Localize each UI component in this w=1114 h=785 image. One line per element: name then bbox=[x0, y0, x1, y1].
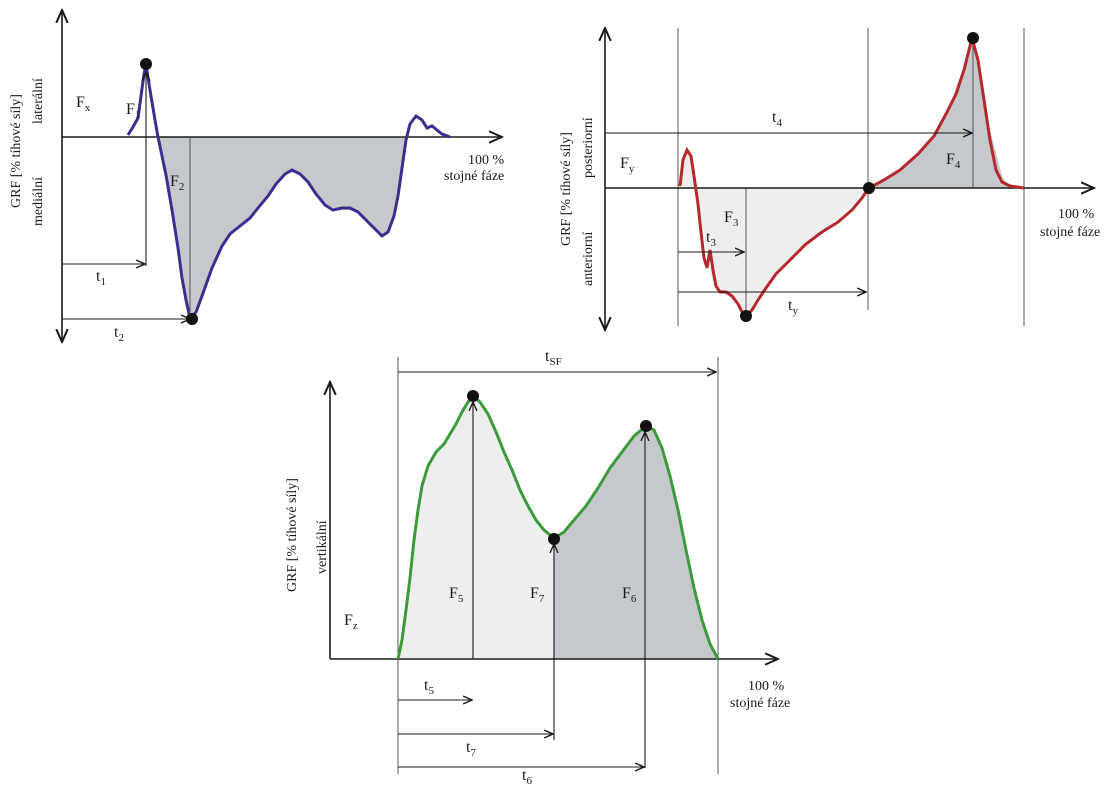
panel-y-t4-label: t4 bbox=[772, 109, 782, 129]
panel-x-shaded-area bbox=[158, 137, 405, 318]
panel-y-ty-label: ty bbox=[788, 297, 798, 317]
panel-z-unit-line1: 100 % bbox=[748, 679, 785, 694]
panel-x-peak-dot bbox=[140, 58, 152, 70]
panel-y-unit-line1: 100 % bbox=[1058, 207, 1095, 222]
panel-z-ylabel: GRF [% tíhové síly] bbox=[285, 478, 300, 592]
panel-y-shaded-area bbox=[869, 38, 1010, 188]
panel-y-f4-label: F4 bbox=[946, 151, 961, 171]
panel-x-t2-label: t2 bbox=[114, 324, 124, 344]
panel-y-dir-lower: anteriorní bbox=[581, 231, 596, 286]
panel-z-peak1-dot bbox=[467, 390, 479, 402]
panel-z-f6-label: F6 bbox=[622, 585, 637, 605]
panel-z-force-label: Fz bbox=[344, 612, 358, 632]
panel-z-f7-label: F7 bbox=[530, 585, 545, 605]
panel-z: Fz F5 F7 F6 tSF t5 t7 t6 100 % stojné fá… bbox=[285, 348, 790, 785]
panel-x-t1-label: t1 bbox=[96, 268, 106, 288]
panel-y-zero-dot bbox=[863, 182, 875, 194]
panel-z-peak2-dot bbox=[640, 420, 652, 432]
panel-y-f3-label: F3 bbox=[724, 209, 739, 229]
panel-z-valley-dot bbox=[548, 533, 560, 545]
panel-x-force-label: Fx bbox=[76, 94, 91, 114]
panel-x: Fx F1 F2 t1 t2 100 % stojné fáze GRF [% … bbox=[9, 10, 505, 344]
panel-z-dir-upper: vertikální bbox=[315, 520, 330, 574]
panel-z-unit-line2: stojné fáze bbox=[730, 696, 790, 711]
panel-x-ylabel: GRF [% tíhové síly] bbox=[9, 94, 24, 208]
panel-z-curve bbox=[396, 393, 720, 660]
panel-y: Fy F3 F4 t3 t4 ty 100 % stojné fáze GRF … bbox=[559, 28, 1100, 330]
panel-y-unit-line2: stojné fáze bbox=[1040, 225, 1100, 240]
panel-x-unit-line2: stojné fáze bbox=[444, 169, 504, 184]
panel-y-ylabel: GRF [% tíhové síly] bbox=[559, 132, 574, 246]
panel-y-force-label: Fy bbox=[620, 155, 635, 175]
panel-z-t7-label: t7 bbox=[466, 739, 476, 759]
panel-x-f1-label: F1 bbox=[126, 101, 140, 121]
panel-x-dir-lower: mediální bbox=[31, 177, 46, 226]
panel-y-t3-label: t3 bbox=[706, 229, 716, 249]
panel-x-unit-line1: 100 % bbox=[468, 153, 505, 168]
panel-z-light-area bbox=[398, 396, 554, 659]
panel-y-dir-upper: posteriorní bbox=[581, 117, 596, 178]
panel-x-trough-dot bbox=[186, 313, 198, 325]
panel-y-trough-dot bbox=[740, 310, 752, 322]
panel-y-peak-dot bbox=[967, 32, 979, 44]
panel-z-t5-label: t5 bbox=[424, 677, 434, 697]
panel-x-curve bbox=[126, 64, 451, 321]
panel-z-tsf-label: tSF bbox=[545, 348, 562, 368]
panel-y-light-area bbox=[680, 150, 869, 316]
panel-z-shaded-area bbox=[554, 426, 718, 659]
panel-x-f2-label: F2 bbox=[170, 173, 184, 193]
panel-z-f5-label: F5 bbox=[449, 585, 464, 605]
panel-x-dir-upper: laterální bbox=[31, 78, 46, 124]
panel-z-t6-label: t6 bbox=[522, 767, 532, 785]
